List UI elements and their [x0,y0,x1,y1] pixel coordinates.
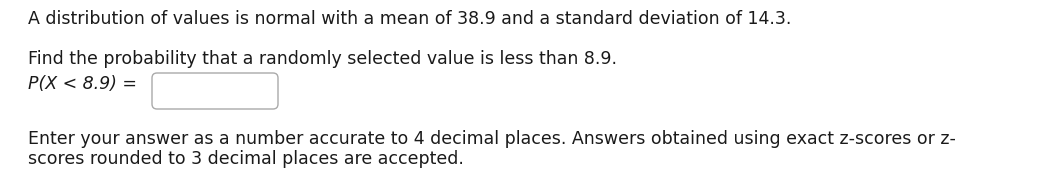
Text: Find the probability that a randomly selected value is less than 8.9.: Find the probability that a randomly sel… [28,50,617,68]
FancyBboxPatch shape [152,73,278,109]
Text: A distribution of values is normal with a mean of 38.9 and a standard deviation : A distribution of values is normal with … [28,10,791,28]
Text: Enter your answer as a number accurate to 4 decimal places. Answers obtained usi: Enter your answer as a number accurate t… [28,130,956,148]
Text: P(X < 8.9) =: P(X < 8.9) = [28,75,137,93]
Text: scores rounded to 3 decimal places are accepted.: scores rounded to 3 decimal places are a… [28,150,464,168]
